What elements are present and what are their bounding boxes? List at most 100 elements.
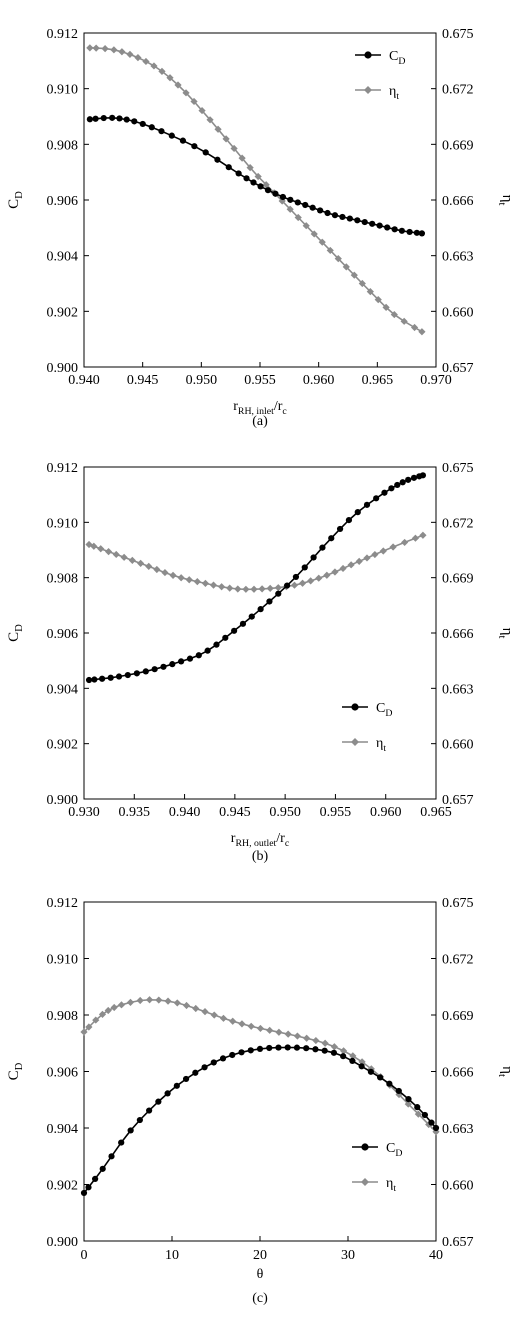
y-left-tick-label: 0.906 bbox=[47, 627, 79, 642]
data-point bbox=[321, 1047, 328, 1054]
data-point bbox=[301, 564, 308, 571]
data-point bbox=[214, 125, 222, 133]
data-point bbox=[284, 582, 291, 589]
data-point bbox=[213, 641, 220, 648]
data-point bbox=[275, 1028, 283, 1036]
data-point bbox=[134, 54, 142, 62]
data-point bbox=[331, 568, 339, 576]
data-point bbox=[118, 1139, 125, 1146]
data-point bbox=[257, 606, 264, 613]
data-point bbox=[97, 545, 105, 553]
data-point bbox=[419, 531, 427, 539]
data-point bbox=[192, 1004, 200, 1013]
data-point bbox=[126, 998, 135, 1006]
series-cd bbox=[80, 1044, 440, 1197]
data-point bbox=[418, 328, 426, 336]
data-point bbox=[374, 295, 382, 304]
panel-caption: (c) bbox=[252, 1291, 268, 1306]
y-right-tick-label: 0.663 bbox=[442, 250, 474, 265]
legend-label: CD bbox=[386, 1141, 402, 1159]
data-point bbox=[371, 550, 379, 559]
x-tick-label: 0.955 bbox=[244, 373, 276, 388]
data-point bbox=[151, 666, 158, 673]
data-point bbox=[142, 668, 149, 675]
data-point bbox=[182, 1001, 191, 1010]
data-point bbox=[85, 1023, 93, 1031]
data-point bbox=[398, 227, 406, 234]
y-left-tick-label: 0.906 bbox=[47, 1066, 79, 1081]
legend-marker bbox=[351, 703, 359, 711]
data-point bbox=[358, 1063, 365, 1070]
y-right-tick-label: 0.657 bbox=[442, 361, 474, 376]
data-point bbox=[238, 1020, 246, 1028]
data-point bbox=[347, 561, 355, 569]
data-point bbox=[246, 164, 254, 172]
data-point bbox=[298, 579, 307, 587]
data-point bbox=[85, 1184, 92, 1191]
y-left-tick-label: 0.904 bbox=[47, 250, 79, 265]
x-tick-label: 40 bbox=[429, 1248, 443, 1263]
data-point bbox=[264, 187, 272, 194]
data-point bbox=[231, 627, 238, 634]
x-axis-label: rRH, outlet/rc bbox=[231, 831, 290, 849]
data-point bbox=[160, 663, 167, 670]
data-point bbox=[226, 584, 234, 592]
y-left-tick-label: 0.904 bbox=[47, 682, 79, 697]
y-right-tick-label: 0.666 bbox=[442, 627, 474, 642]
data-point bbox=[182, 1075, 190, 1083]
data-point bbox=[342, 263, 350, 271]
y-left-axis-label: CD bbox=[6, 624, 25, 642]
data-point bbox=[177, 574, 185, 582]
data-point bbox=[275, 590, 282, 597]
data-point bbox=[373, 495, 380, 502]
data-point bbox=[120, 553, 128, 561]
legend: CD ηt bbox=[342, 701, 392, 754]
data-point bbox=[131, 118, 138, 125]
data-point bbox=[292, 573, 300, 581]
data-point bbox=[312, 1036, 320, 1045]
data-point bbox=[369, 220, 376, 227]
data-point bbox=[112, 550, 120, 559]
data-point bbox=[206, 116, 214, 124]
data-point bbox=[331, 212, 339, 219]
data-point bbox=[318, 238, 326, 246]
data-point bbox=[330, 1043, 338, 1051]
data-point bbox=[210, 1059, 217, 1066]
data-point bbox=[334, 255, 342, 263]
y-left-tick-label: 0.900 bbox=[47, 361, 79, 376]
data-point bbox=[319, 544, 326, 551]
data-point bbox=[238, 154, 246, 162]
legend-marker bbox=[361, 1143, 369, 1151]
data-point bbox=[242, 585, 250, 593]
series-cd bbox=[85, 472, 427, 684]
x-tick-label: 20 bbox=[253, 1248, 267, 1263]
data-point bbox=[137, 559, 145, 567]
data-point bbox=[330, 1049, 338, 1056]
x-tick-label: 0.965 bbox=[362, 373, 394, 388]
data-point bbox=[166, 74, 174, 82]
data-point bbox=[128, 556, 136, 564]
data-point bbox=[384, 224, 391, 231]
data-point bbox=[410, 323, 419, 332]
data-point bbox=[284, 1030, 292, 1038]
data-point bbox=[214, 156, 221, 163]
data-point bbox=[411, 534, 420, 542]
data-point bbox=[274, 584, 282, 592]
data-point bbox=[410, 474, 418, 481]
data-point bbox=[239, 620, 247, 627]
data-point bbox=[145, 996, 154, 1004]
data-point bbox=[323, 571, 331, 579]
data-point bbox=[399, 479, 406, 486]
y-left-tick-label: 0.906 bbox=[47, 194, 79, 209]
data-point bbox=[287, 196, 294, 203]
y-left-tick-label: 0.902 bbox=[47, 1179, 79, 1194]
data-point bbox=[238, 1049, 245, 1056]
data-point bbox=[108, 1153, 115, 1160]
data-point bbox=[286, 205, 294, 213]
legend-label: CD bbox=[389, 49, 405, 67]
y-left-tick-label: 0.902 bbox=[47, 738, 79, 753]
panel-caption: (a) bbox=[252, 414, 268, 429]
data-point bbox=[309, 204, 316, 211]
data-point bbox=[294, 199, 301, 206]
data-point bbox=[386, 1080, 393, 1087]
